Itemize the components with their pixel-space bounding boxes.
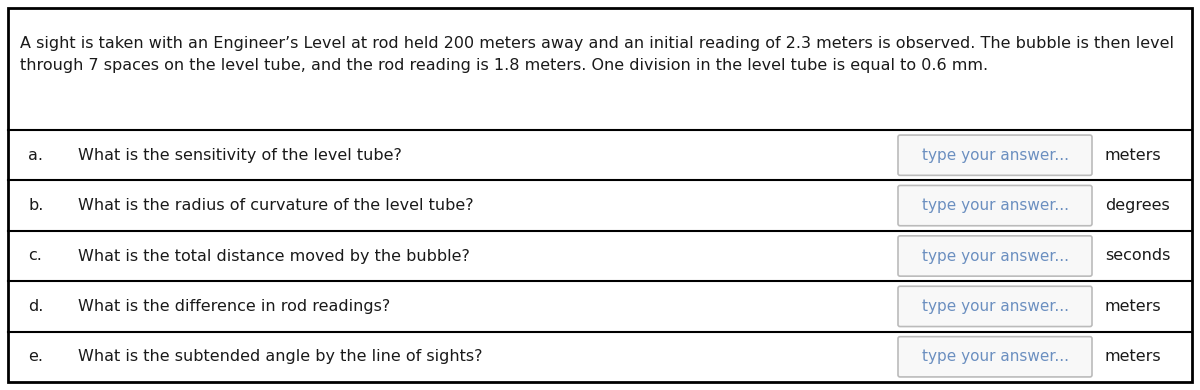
- Text: meters: meters: [1105, 148, 1162, 163]
- Text: c.: c.: [28, 248, 42, 264]
- FancyBboxPatch shape: [898, 186, 1092, 226]
- Text: type your answer...: type your answer...: [922, 198, 1068, 213]
- Text: meters: meters: [1105, 299, 1162, 314]
- FancyBboxPatch shape: [898, 337, 1092, 377]
- FancyBboxPatch shape: [898, 236, 1092, 276]
- Text: e.: e.: [28, 349, 43, 364]
- Text: through 7 spaces on the level tube, and the rod reading is 1.8 meters. One divis: through 7 spaces on the level tube, and …: [20, 58, 988, 73]
- Text: What is the difference in rod readings?: What is the difference in rod readings?: [78, 299, 390, 314]
- Text: type your answer...: type your answer...: [922, 349, 1068, 364]
- Text: What is the sensitivity of the level tube?: What is the sensitivity of the level tub…: [78, 148, 402, 163]
- FancyBboxPatch shape: [898, 135, 1092, 176]
- Text: seconds: seconds: [1105, 248, 1170, 264]
- Text: type your answer...: type your answer...: [922, 148, 1068, 163]
- Text: A sight is taken with an Engineer’s Level at rod held 200 meters away and an ini: A sight is taken with an Engineer’s Leve…: [20, 36, 1174, 51]
- Text: degrees: degrees: [1105, 198, 1170, 213]
- Text: meters: meters: [1105, 349, 1162, 364]
- Text: type your answer...: type your answer...: [922, 248, 1068, 264]
- Text: type your answer...: type your answer...: [922, 299, 1068, 314]
- Text: b.: b.: [28, 198, 43, 213]
- Text: What is the total distance moved by the bubble?: What is the total distance moved by the …: [78, 248, 470, 264]
- Text: What is the radius of curvature of the level tube?: What is the radius of curvature of the l…: [78, 198, 474, 213]
- Text: What is the subtended angle by the line of sights?: What is the subtended angle by the line …: [78, 349, 482, 364]
- Text: a.: a.: [28, 148, 43, 163]
- Text: d.: d.: [28, 299, 43, 314]
- FancyBboxPatch shape: [898, 286, 1092, 326]
